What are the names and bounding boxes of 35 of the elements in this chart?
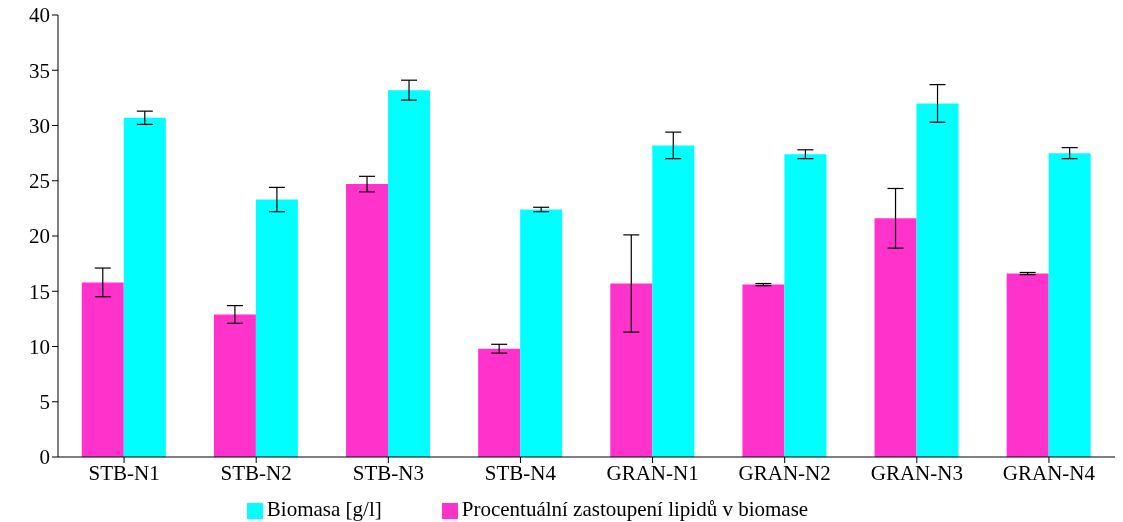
legend-label: Biomasa [g/l] [266,497,382,521]
y-tick-label: 30 [29,113,50,138]
x-tick-label: GRAN-N4 [1002,460,1096,485]
legend-label: Procentuální zastoupení lipidů v biomase [461,497,809,521]
bar [81,282,124,457]
x-tick-label: STB-N4 [484,460,557,485]
bar [520,209,563,457]
x-tick-label: GRAN-N2 [738,460,831,485]
bar [388,90,431,457]
x-tick-label: STB-N2 [220,460,292,485]
y-tick-label: 25 [29,169,50,194]
bar [346,184,389,457]
y-tick-label: 0 [39,445,50,470]
bar [1006,273,1049,457]
y-tick-label: 15 [29,279,50,304]
bar [213,314,256,457]
y-tick-label: 5 [39,390,50,415]
bar [652,145,695,457]
x-tick-label: GRAN-N3 [870,460,963,485]
bar [742,284,785,457]
bar [255,199,298,457]
x-tick-label: STB-N1 [88,460,160,485]
bar [610,283,653,457]
bar [478,348,521,457]
bar [916,103,959,457]
bar [874,218,917,457]
x-tick-label: GRAN-N1 [606,460,699,485]
y-tick-label: 20 [29,224,50,249]
y-tick-label: 40 [29,3,50,28]
bar [1048,153,1091,457]
y-tick-label: 35 [29,58,50,83]
bar [784,154,827,457]
x-tick-label: STB-N3 [352,460,424,485]
y-tick-label: 10 [29,334,50,359]
bar [123,117,166,457]
